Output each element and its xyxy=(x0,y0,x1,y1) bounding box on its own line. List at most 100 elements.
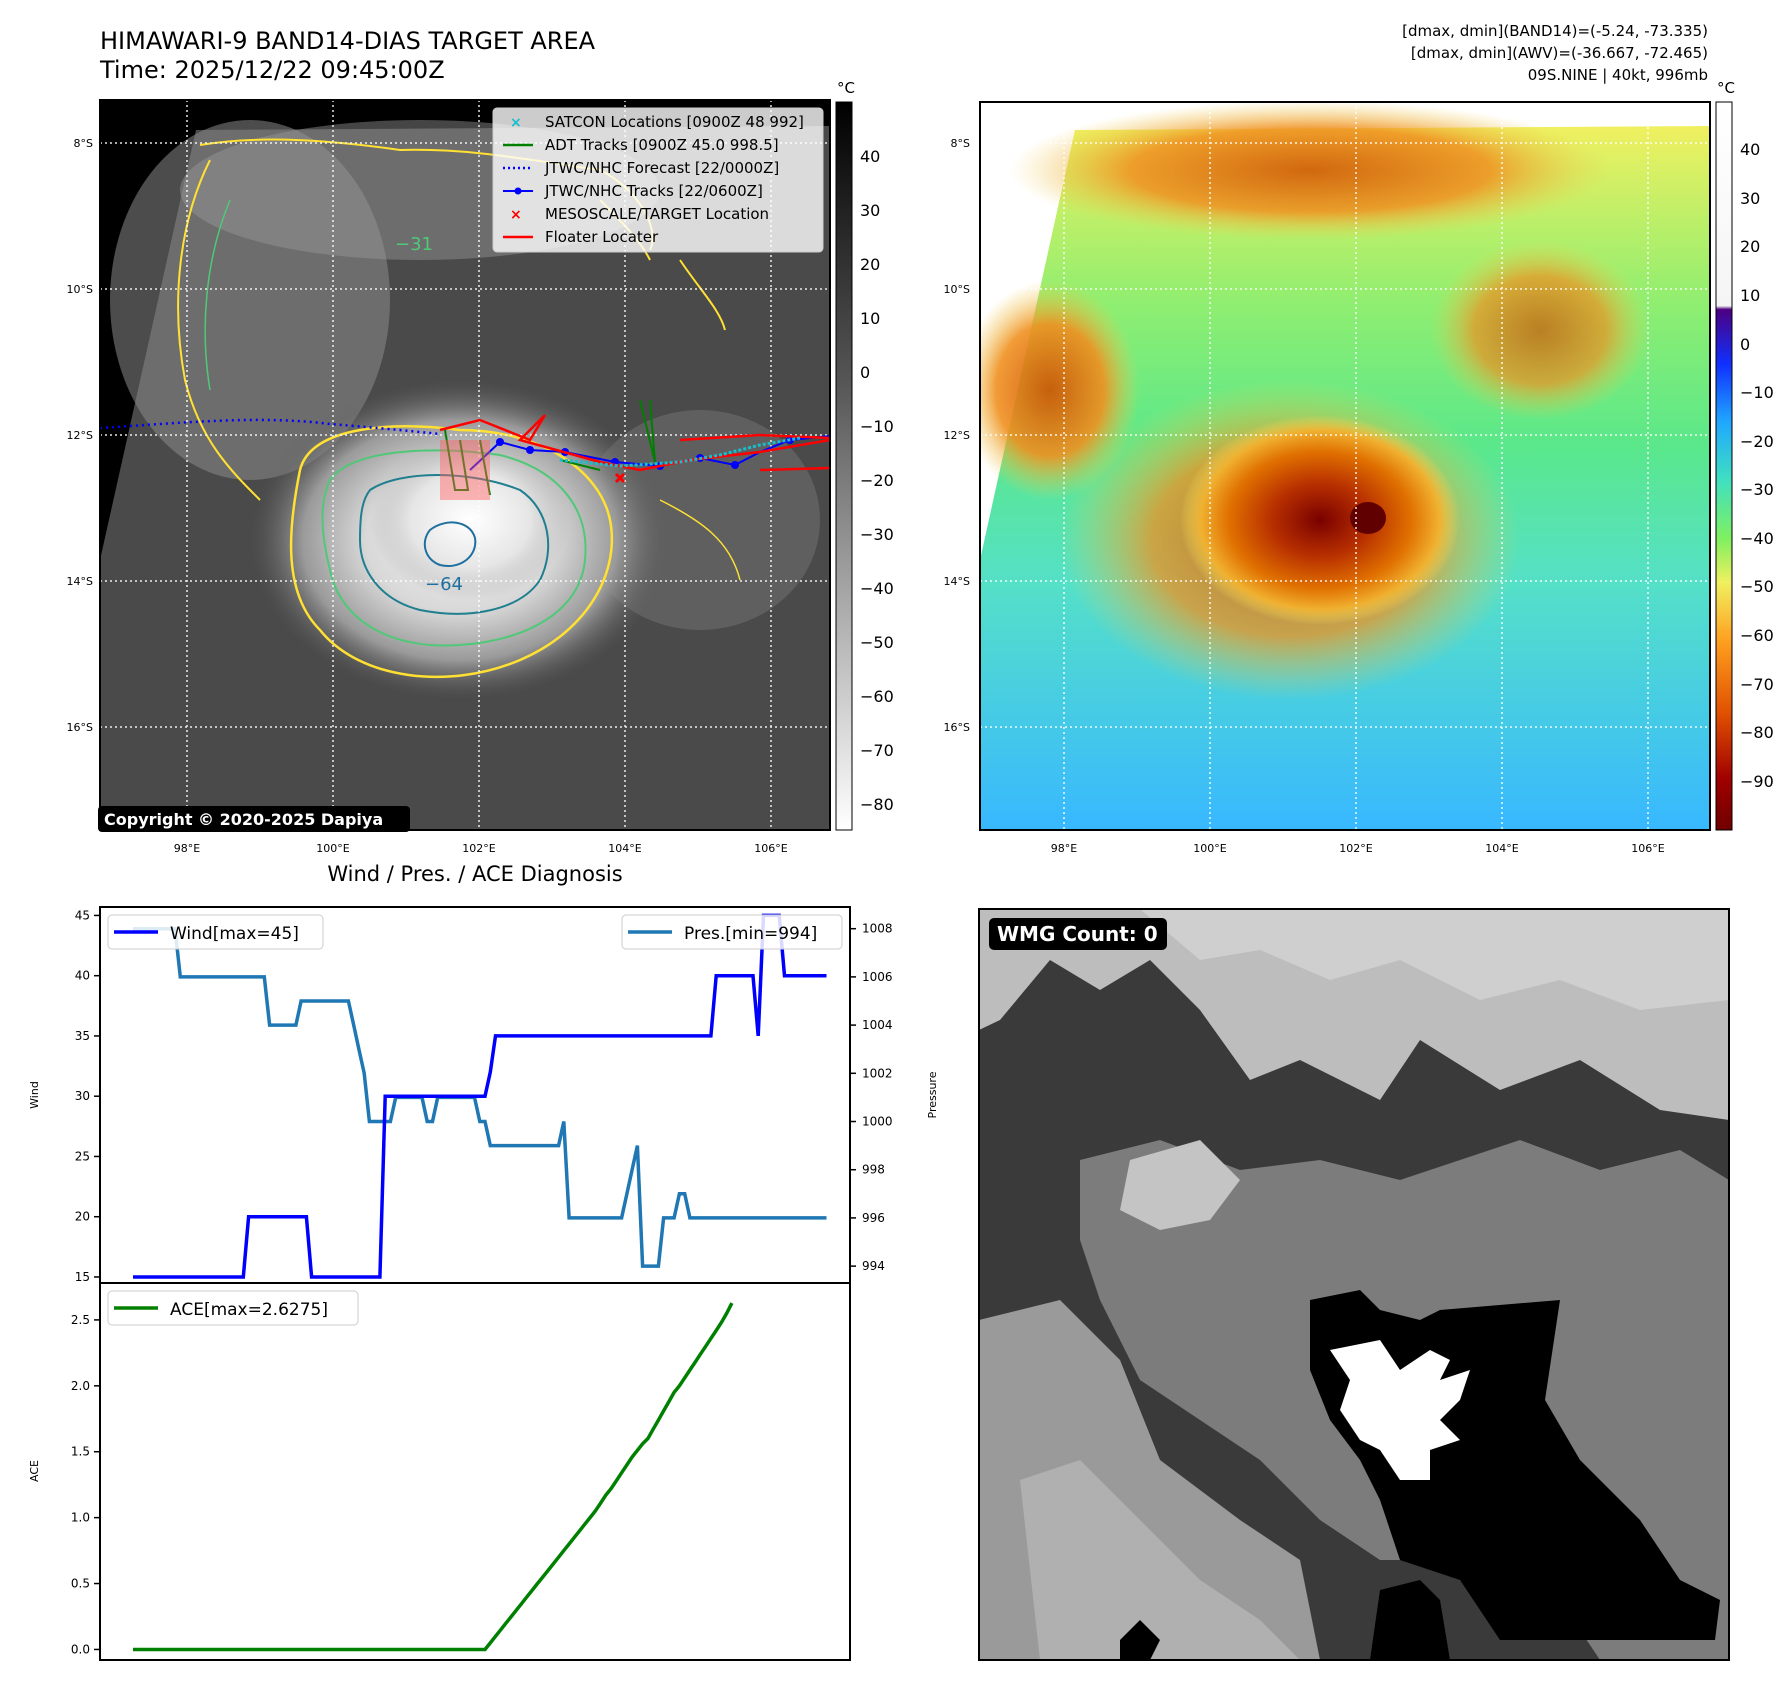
jtwc-forecast-track xyxy=(100,418,441,436)
awv-colorbar-tick: 0 xyxy=(1740,335,1750,354)
ace-axes xyxy=(99,1282,851,1661)
ir-contour-west-cells xyxy=(177,159,261,501)
ir-colorbar-tick: −60 xyxy=(860,687,894,706)
legend-label-adt: ADT Tracks [0900Z 45.0 998.5] xyxy=(545,136,779,154)
ir-colorbar-tick: −50 xyxy=(860,633,894,652)
awv-dry-band-north xyxy=(1010,102,1610,240)
ace-series-line xyxy=(133,1302,734,1652)
lat-tick: 16°S xyxy=(67,721,93,734)
awv-colorbar-tick: −20 xyxy=(1740,432,1774,451)
pressure-axis-label: Pressure xyxy=(926,1071,939,1118)
ir-colorbar-tick: −10 xyxy=(860,417,894,436)
wmg-black-lower-left xyxy=(1370,1580,1450,1660)
pressure-legend-label: Pres.[min=994] xyxy=(684,924,817,944)
wmg-lower-mid-grey xyxy=(1020,1460,1300,1660)
ace-axis-label: ACE xyxy=(28,1460,41,1482)
ir-map-panel: −31 −64 × × SATCON Locations [0900Z 48 9… xyxy=(67,79,894,855)
lon-tick: 98°E xyxy=(174,842,200,855)
ir-colorbar-tick: −30 xyxy=(860,525,894,544)
ir-colorbar-unit: °C xyxy=(837,79,855,97)
ace-axis-tick-label: 2.5 xyxy=(71,1313,90,1327)
wind-axis-tick-label: 25 xyxy=(75,1149,90,1163)
lat-tick: 14°S xyxy=(67,575,93,588)
ir-colorbar-tick: −70 xyxy=(860,741,894,760)
pressure-axis-tick-label: 1006 xyxy=(862,970,893,984)
pressure-axis-tick-label: 998 xyxy=(862,1163,885,1177)
legend-label-target: MESOSCALE/TARGET Location xyxy=(545,205,769,223)
awv-colorbar-tick: 20 xyxy=(1740,237,1760,256)
wmg-count-badge xyxy=(989,918,1167,950)
wind-legend-label: Wind[max=45] xyxy=(170,924,299,944)
awv-range-text: [dmax, dmin](AWV)=(-36.667, -72.465) xyxy=(1410,44,1708,62)
pressure-legend-box xyxy=(621,914,843,950)
ir-colorbar-tick: 20 xyxy=(860,255,880,274)
wind-axis-label: Wind xyxy=(28,1081,41,1109)
ir-contour-core xyxy=(423,521,477,568)
awv-dry-band-west xyxy=(980,280,1140,500)
contour-label: −31 xyxy=(395,234,433,255)
legend-label-floater: Floater Locater xyxy=(545,228,659,246)
awv-gridlines xyxy=(980,102,1710,830)
ir-contour-cold xyxy=(358,474,550,615)
satcon-track xyxy=(559,436,801,468)
lat-tick: 10°S xyxy=(944,283,970,296)
copyright-badge xyxy=(98,806,410,832)
diagnosis-charts: Wind Pressure 15 20 25 30 35 40 45 994 996 998 10… xyxy=(28,906,939,1661)
wmg-pale-top-strip xyxy=(1140,909,1729,1010)
figure-time: Time: 2025/12/22 09:45:00Z xyxy=(100,56,445,84)
pressure-axis-tick-label: 1008 xyxy=(862,922,893,936)
awv-colorbar xyxy=(1715,101,1733,831)
wind-axis-tick-label: 30 xyxy=(75,1089,90,1103)
wmg-light-region xyxy=(1120,1140,1240,1230)
awv-colorbar-tick: 40 xyxy=(1740,140,1760,159)
storm-info-text: 09S.NINE | 40kt, 996mb xyxy=(1527,66,1708,84)
awv-cloud-cells-east xyxy=(1430,240,1650,420)
wind-axis-tick-label: 40 xyxy=(75,969,90,983)
lon-tick: 106°E xyxy=(1631,842,1664,855)
wind-axis-tick-label: 20 xyxy=(75,1210,90,1224)
lon-tick: 100°E xyxy=(316,842,349,855)
awv-storm-core xyxy=(1180,415,1460,625)
legend-marker-jtwc-track xyxy=(514,187,522,195)
adt-track xyxy=(444,399,656,496)
lat-tick: 12°S xyxy=(67,429,93,442)
floater-locator-track xyxy=(439,414,830,472)
ir-contour-warm xyxy=(289,425,614,679)
ir-colorbar xyxy=(835,101,853,831)
pressure-axis-tick-label: 1000 xyxy=(862,1115,893,1129)
target-location-marker xyxy=(614,472,626,484)
pressure-axis-tick-label: 1004 xyxy=(862,1018,893,1032)
awv-map-panel: 8°S 10°S 12°S 14°S 16°S 98°E 100°E 102°E… xyxy=(944,79,1774,855)
band14-range-text: [dmax, dmin](BAND14)=(-5.24, -73.335) xyxy=(1402,22,1708,40)
legend-marker-target: × xyxy=(510,207,522,223)
lon-tick: 102°E xyxy=(1339,842,1372,855)
ir-colorbar-tick: 40 xyxy=(860,147,880,166)
ir-colorbar-tick: 10 xyxy=(860,309,880,328)
wind-axis-tick-label: 35 xyxy=(75,1029,90,1043)
pressure-series-line xyxy=(133,926,827,1268)
lon-tick: 98°E xyxy=(1051,842,1077,855)
contour-label: −64 xyxy=(425,574,463,595)
lon-tick: 104°E xyxy=(608,842,641,855)
pressure-axis-tick-label: 1002 xyxy=(862,1066,893,1080)
awv-colorbar-tick: −80 xyxy=(1740,723,1774,742)
ir-contour-east-cells xyxy=(659,499,741,581)
wind-axis-tick-label: 45 xyxy=(75,908,90,922)
target-area-highlight xyxy=(440,440,490,500)
wind-axis-tick-label: 15 xyxy=(75,1270,90,1284)
ace-axis-tick-label: 0.0 xyxy=(71,1642,90,1656)
awv-colorbar-tick: −30 xyxy=(1740,480,1774,499)
lat-tick: 10°S xyxy=(67,283,93,296)
awv-colorbar-tick: −40 xyxy=(1740,529,1774,548)
wind-legend-box xyxy=(107,914,324,950)
awv-colorbar-tick: −60 xyxy=(1740,626,1774,645)
wind-series-line xyxy=(133,913,827,1279)
awv-colorbar-tick: 30 xyxy=(1740,189,1760,208)
wmg-black-bottom-left-spot xyxy=(1120,1620,1160,1660)
wmg-panel: WMG Count: 0 xyxy=(978,908,1730,1661)
awv-colorbar-tick: 10 xyxy=(1740,286,1760,305)
lon-tick: 100°E xyxy=(1193,842,1226,855)
legend-label-satcon: SATCON Locations [0900Z 48 992] xyxy=(545,113,804,131)
awv-colorbar-unit: °C xyxy=(1717,79,1735,97)
wmg-count-text: WMG Count: 0 xyxy=(997,922,1158,946)
